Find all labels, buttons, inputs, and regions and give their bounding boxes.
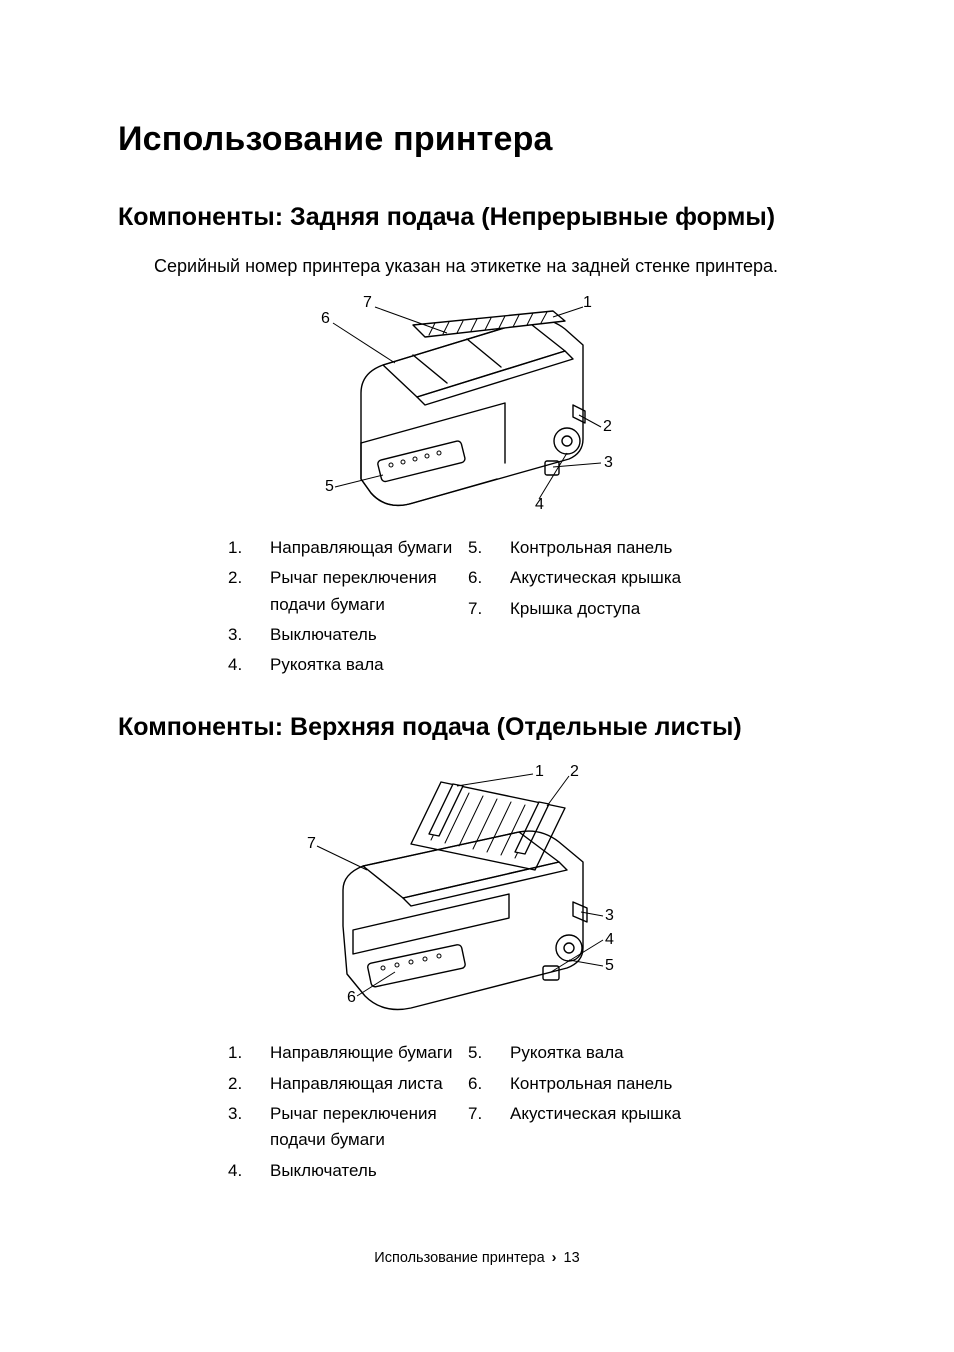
list-item: 2.Рычаг переключения подачи бумаги [228, 565, 460, 618]
callout-7: 7 [363, 294, 372, 311]
callout-6: 6 [347, 989, 356, 1006]
list-item: 2.Направляющая листа [228, 1071, 460, 1097]
callout-6: 6 [321, 310, 330, 327]
printer-rear-feed-icon: 1 2 3 4 5 6 7 [317, 293, 637, 519]
page-title: Использование принтера [118, 120, 836, 159]
section1-diagram: 1 2 3 4 5 6 7 [118, 293, 836, 519]
callout-3: 3 [605, 907, 614, 924]
callout-2: 2 [603, 418, 612, 435]
list-item: 3.Рычаг переключения подачи бумаги [228, 1101, 460, 1154]
callout-4: 4 [535, 496, 544, 513]
callout-3: 3 [604, 454, 613, 471]
section1-intro: Серийный номер принтера указан на этикет… [154, 253, 836, 279]
callout-7: 7 [307, 835, 316, 852]
list-item: 4.Рукоятка вала [228, 652, 460, 678]
callout-2: 2 [570, 763, 579, 780]
list-item: 1.Направляющие бумаги [228, 1040, 460, 1066]
list-item: 6.Контрольная панель [468, 1071, 710, 1097]
list-item: 7.Акустическая крышка [468, 1101, 710, 1127]
list-item: 5.Контрольная панель [468, 535, 710, 561]
list-item: 5.Рукоятка вала [468, 1040, 710, 1066]
section1-title: Компоненты: Задняя подача (Непрерывные ф… [118, 201, 836, 235]
list-item: 3.Выключатель [228, 622, 460, 648]
footer-text: Использование принтера [374, 1250, 544, 1266]
list-item: 6.Акустическая крышка [468, 565, 710, 591]
callout-4: 4 [605, 931, 614, 948]
section1-legend: 1.Направляющая бумаги 2.Рычаг переключен… [228, 535, 836, 679]
printer-top-feed-icon: 1 2 3 4 5 6 7 [307, 762, 647, 1024]
callout-5: 5 [605, 957, 614, 974]
callout-1: 1 [583, 294, 592, 311]
list-item: 7.Крышка доступа [468, 596, 710, 622]
callout-5: 5 [325, 478, 334, 495]
page-footer: Использование принтера › 13 [0, 1250, 954, 1266]
section2-title: Компоненты: Верхняя подача (Отдельные ли… [118, 711, 836, 745]
list-item: 1.Направляющая бумаги [228, 535, 460, 561]
footer-page-number: 13 [564, 1250, 580, 1266]
list-item: 4.Выключатель [228, 1158, 460, 1184]
section2-legend: 1.Направляющие бумаги 2.Направляющая лис… [228, 1040, 836, 1184]
footer-separator-icon: › [549, 1250, 560, 1266]
callout-1: 1 [535, 763, 544, 780]
section2-diagram: 1 2 3 4 5 6 7 [118, 762, 836, 1024]
